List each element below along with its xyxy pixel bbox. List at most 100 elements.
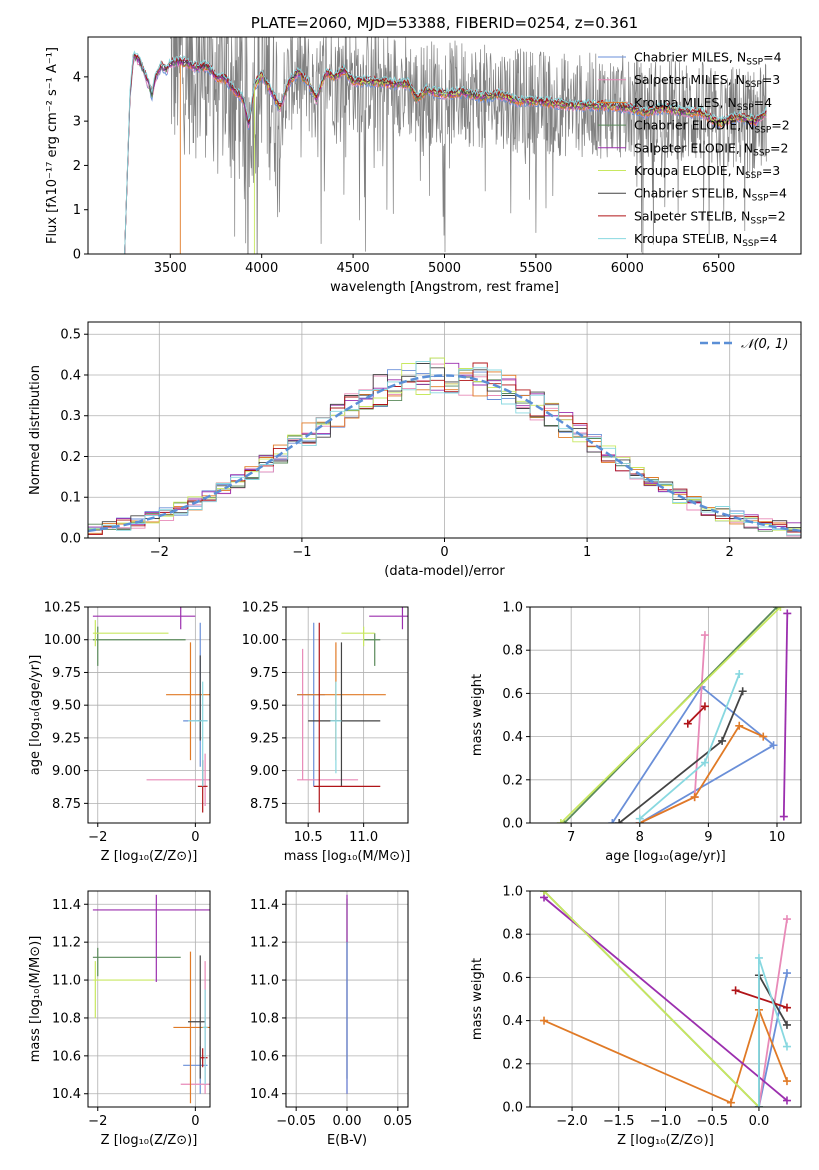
x-axis-label: E(B-V) [327,1133,367,1148]
ticks: −2 0 8.75 9.00 9.25 9.50 9.75 10.00 10.25 [44,601,200,846]
x-tick-label: 10 [769,830,786,845]
ticks: −2 −1 0 1 2 0.0 0.1 0.2 0.3 0.4 0.5 [60,328,734,560]
y-tick-label: 3 [73,115,81,130]
weight-line [687,705,706,725]
weight-marker [782,969,791,978]
y-tick-label: 8.75 [250,797,279,812]
panel-residuals: −2 −1 0 1 2 0.0 0.1 0.2 0.3 0.4 0.5 (data-model)/er… [28,321,802,579]
weight-marker [635,814,644,823]
weight-line [735,989,788,1009]
weight-marker [731,986,740,995]
legend-entry-label: Chabrier STELIB, N [634,186,752,201]
panel-weight-vs-Z: −2.0 −1.5 −1.0 −0.5 0.0 0.0 0.2 0.4 0.6 0.8 1.0 Z [… [470,885,802,1148]
y-tick-label: 9.00 [250,764,279,779]
weight-marker [718,736,727,745]
x-tick-label: 0 [440,545,448,560]
axes-frame [87,890,211,1108]
weight-marker [759,732,768,741]
x-tick-label: 0 [191,830,199,845]
weight-marker [754,953,763,962]
weight-line [543,1007,788,1104]
legend-entry-suffix: =4 [769,186,787,201]
legend-entry-label: Kroupa ELODIE, N [634,163,745,178]
panel-weight-vs-age: 7 8 9 10 0.0 0.2 0.4 0.6 0.8 1.0 age [log₁₀(age/yr… [470,601,802,864]
x-tick-label: 6000 [611,261,644,276]
normal-distribution-curve [88,374,801,533]
legend-entry: Salpeter ELODIE, NSSP=2 [634,140,788,158]
x-tick-label: 6500 [702,261,735,276]
y-tick-label: 0.0 [60,532,81,547]
y-tick-label: 10.4 [250,1087,279,1102]
weight-marker [608,819,617,823]
x-tick-label: 0 [191,1114,199,1129]
legend-entry-label: Salpeter STELIB, N [634,208,750,223]
legend-entry-subscript: SSP [754,126,771,136]
legend-entry-label: Chabrier ELODIE, N [634,118,754,133]
x-tick-label: −2 [88,1114,107,1129]
gridlines [530,606,801,824]
y-tick-label: 4 [73,70,81,85]
legend-entry-subscript: SSP [746,58,763,68]
y-tick-label: 2 [73,159,81,174]
x-tick-label: 1 [583,545,591,560]
y-tick-label: 0 [73,248,81,263]
legend-entry-suffix: =3 [762,72,780,87]
x-axis-label: Z [log₁₀(Z/Z⊙)] [101,849,198,864]
legend-entry-label: Kroupa MILES, N [634,95,737,110]
legend-entry-subscript: SSP [753,148,770,158]
legend-entry-suffix: =2 [770,140,788,155]
x-tick-label: −1.5 [603,1114,635,1129]
weight-marker [776,607,785,611]
legend-entry-suffix: =3 [762,163,780,178]
y-tick-label: 10.00 [44,633,81,648]
legend-entry: Chabrier STELIB, NSSP=4 [634,186,787,204]
y-tick-label: 0.4 [502,730,523,745]
legend-entry-subscript: SSP [737,103,754,113]
plot-area [88,357,801,537]
y-tick-label: 10.25 [242,601,279,616]
y-tick-label: 9.75 [52,666,81,681]
legend-entry: Chabrier ELODIE, NSSP=2 [634,118,790,136]
x-axis-label: (data-model)/error [384,564,505,579]
y-tick-label: 10.6 [250,1049,279,1064]
y-axis-label: mass [log₁₀(M/M⊙)] [28,936,43,1063]
legend-entry-label: Chabrier MILES, N [634,50,746,65]
weight-line [639,724,764,823]
legend-entry-label: Salpeter MILES, N [634,72,745,87]
legend-entry-label: 𝒩(0, 1) [741,337,788,352]
legend-entry-suffix: =2 [771,118,789,133]
weight-marker [782,915,791,924]
weight-marker [779,812,788,821]
y-tick-label: 0.8 [502,644,523,659]
x-tick-label: 2 [726,545,734,560]
gridlines [88,322,801,539]
x-tick-label: 0.05 [383,1114,412,1129]
weight-marker [540,891,549,895]
x-tick-label: 0.00 [333,1114,362,1129]
x-tick-label: 9 [704,830,712,845]
weight-marker [782,1020,791,1029]
weight-marker [754,1103,763,1107]
y-tick-label: 9.50 [52,699,81,714]
y-tick-label: 0.1 [60,491,81,506]
ticks: 10.5 11.0 8.75 9.00 9.25 9.50 9.75 10.00 10.25 [242,601,378,846]
y-tick-label: 0.6 [502,971,523,986]
y-axis-label: age [log₁₀(age/yr)] [28,655,43,776]
legend-entry: Salpeter MILES, NSSP=3 [634,72,780,90]
y-tick-label: 9.00 [52,764,81,779]
y-axis-label: Flux [fλ10⁻¹⁷ erg cm⁻² s⁻¹ A⁻¹] [45,47,60,244]
y-tick-label: 0.4 [60,368,81,383]
panel-mass-vs-Z: −2 0 10.4 10.6 10.8 11.0 11.2 11.4 Z [log₁₀(Z/Z⊙… [28,890,211,1148]
weight-line [560,607,782,823]
x-tick-label: −2 [150,545,169,560]
panel-mass-vs-ebv: −0.05 0.00 0.05 10.4 10.6 10.8 11.0 11.2 11.4 E(B… [250,890,412,1148]
legend-entry-subscript: SSP [745,80,762,90]
y-tick-label: 0.2 [60,450,81,465]
ticks: 3500 4000 4500 5000 5500 6000 6500 0 1 2 3 4 [73,70,736,276]
panel-age-vs-Z: −2 0 8.75 9.00 9.25 9.50 9.75 10.00 10.25 Z [log₁… [28,601,211,864]
chart-title: PLATE=2060, MJD=53388, FIBERID=0254, z=0… [251,14,638,32]
y-tick-label: 10.8 [250,1011,279,1026]
y-axis-label: Normed distribution [28,365,43,495]
